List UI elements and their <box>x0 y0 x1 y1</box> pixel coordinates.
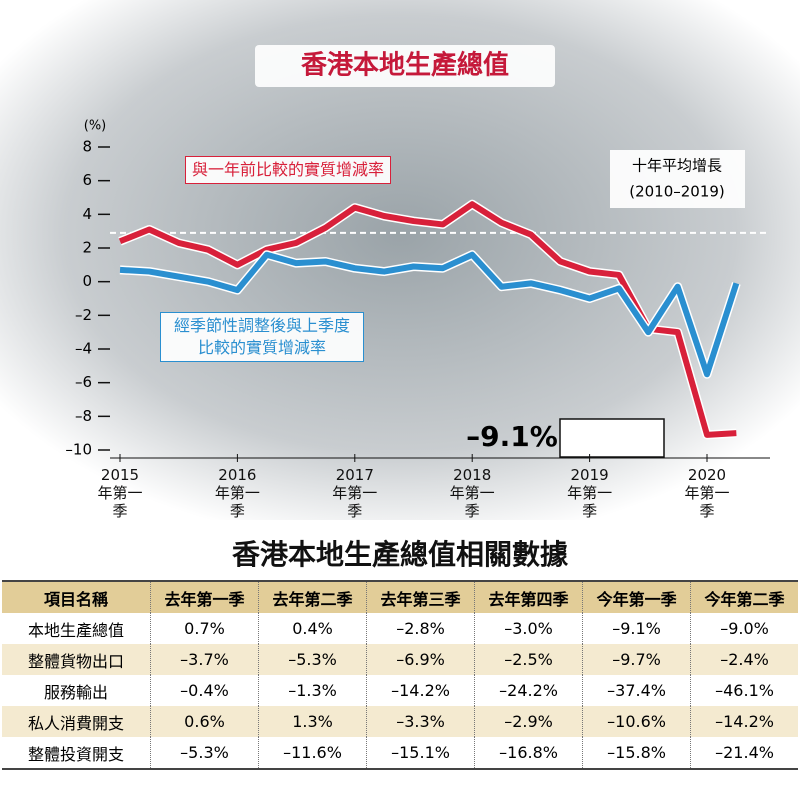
series-line <box>118 201 737 438</box>
table-cell: –14.2% <box>366 675 475 706</box>
table-row: 整體貨物出口 –3.7% –5.3% –6.9% –2.5% –9.7% –2.4% <box>2 644 798 675</box>
column-header: 去年第二季 <box>258 581 367 613</box>
table-row: 本地生產總值 0.7% 0.4% –2.8% –3.0% –9.1% –9.0% <box>2 613 798 644</box>
table-title: 香港本地生產總值相關數據 <box>231 538 568 571</box>
column-header: 去年第一季 <box>149 581 259 613</box>
table-cell: –10.6% <box>582 706 691 737</box>
table-cell: –2.5% <box>474 644 583 675</box>
callout-box <box>559 418 665 458</box>
y-unit: (%) <box>84 119 107 134</box>
chart-title: 香港本地生產總值 <box>301 50 509 81</box>
y-tick-label: –2 <box>75 306 92 324</box>
table-cell: –11.6% <box>258 737 367 769</box>
callout: –9.1% <box>466 420 558 453</box>
reference-label-box <box>610 150 745 208</box>
row-header: 私人消費開支 <box>2 706 151 737</box>
x-tick-label: 2018年第一季 <box>449 466 495 520</box>
table-cell: –0.4% <box>149 675 259 706</box>
title-box <box>255 45 555 87</box>
table-cell: 0.7% <box>149 613 259 644</box>
y-tick-label: –4 <box>75 340 92 358</box>
table-cell: –3.7% <box>149 644 259 675</box>
y-tick-label: 6 <box>82 171 92 189</box>
reference-label: (2010–2019) <box>629 183 725 201</box>
table-cell: –2.4% <box>690 644 798 675</box>
chart: 香港本地生產總值 (%) –9.1% –10 –8 –6 –4 –2 0 2 4 6 8 十年平均增… <box>0 0 800 520</box>
data-table: 項目名稱 去年第一季 去年第二季 去年第三季 去年第四季 今年第一季 今年第二季 本地生產總值… <box>2 580 798 770</box>
row-header: 整體貨物出口 <box>2 644 151 675</box>
x-tick-label: 2020年第一季 <box>684 466 730 520</box>
table-cell: –21.4% <box>690 737 798 769</box>
column-header: 去年第三季 <box>366 581 475 613</box>
table-cell: –2.8% <box>366 613 475 644</box>
legend-label: 與一年前比較的實質增減率 <box>185 156 392 184</box>
column-header: 今年第一季 <box>582 581 691 613</box>
y-tick-label: 0 <box>82 272 92 290</box>
table-cell: –9.7% <box>582 644 691 675</box>
y-tick-label: –8 <box>75 407 92 425</box>
table-row: 整體投資開支 –5.3% –11.6% –15.1% –16.8% –15.8% –21.4… <box>2 737 798 769</box>
table-cell: 0.4% <box>258 613 367 644</box>
y-tick-label: 2 <box>82 239 92 257</box>
table-cell: –24.2% <box>474 675 583 706</box>
table-cell: –2.9% <box>474 706 583 737</box>
table-cell: –9.0% <box>690 613 798 644</box>
header-row: 項目名稱 去年第一季 去年第二季 去年第三季 去年第四季 今年第一季 今年第二季 <box>2 581 798 613</box>
table-row: 服務輸出 –0.4% –1.3% –14.2% –24.2% –37.4% –46.1% <box>2 675 798 706</box>
table-cell: –5.3% <box>149 737 259 769</box>
table-cell: –1.3% <box>258 675 367 706</box>
table-cell: –3.3% <box>366 706 475 737</box>
row-header: 整體投資開支 <box>27 744 124 764</box>
row-header: 服務輸出 <box>43 682 108 702</box>
column-header: 今年第二季 <box>690 581 798 613</box>
x-tick-label: 2016年第一季 <box>214 466 260 520</box>
table-cell: 1.3% <box>258 706 367 737</box>
table-cell: –3.0% <box>474 613 583 644</box>
table-cell: –5.3% <box>258 644 367 675</box>
x-tick-label: 2017年第一季 <box>332 466 378 520</box>
legend-label: 經季節性調整後與上季度比較的實質增減率 <box>160 312 364 362</box>
table-cell: –9.1% <box>582 613 691 644</box>
reference-label: 十年平均增長 <box>632 157 722 175</box>
y-tick-label: –6 <box>75 373 92 391</box>
y-tick-label: 4 <box>82 205 92 223</box>
table-cell: 0.6% <box>149 706 259 737</box>
row-header: 本地生產總值 <box>27 620 124 640</box>
column-header: 去年第四季 <box>474 581 583 613</box>
table-cell: –15.1% <box>366 737 475 769</box>
callout-bg <box>560 419 664 457</box>
y-tick-label: 8 <box>82 138 92 156</box>
table-cell: –15.8% <box>582 737 691 769</box>
table-cell: –14.2% <box>690 706 798 737</box>
table-cell: –37.4% <box>582 675 691 706</box>
x-tick-label: 2019年第一季 <box>567 466 613 520</box>
table-row: 私人消費開支 0.6% 1.3% –3.3% –2.9% –10.6% –14.2% <box>2 706 798 737</box>
table-cell: –6.9% <box>366 644 475 675</box>
column-header: 項目名稱 <box>2 581 151 613</box>
series-line <box>119 251 740 378</box>
x-tick-label: 2015年第一季 <box>97 466 143 520</box>
y-tick-label: –10 <box>65 441 92 459</box>
table-cell: –46.1% <box>690 675 798 706</box>
table-cell: –16.8% <box>474 737 583 769</box>
